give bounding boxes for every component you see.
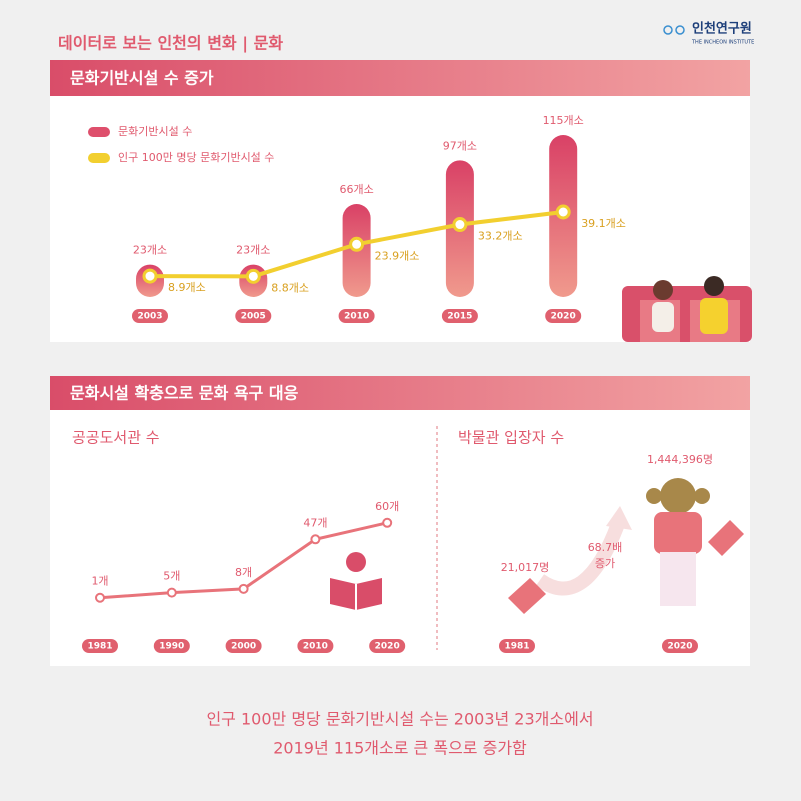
data-label: 23개소 [133,244,167,257]
data-label: 23개소 [236,244,270,257]
x-tick-label: 2020 [375,642,400,652]
line-point [142,268,158,284]
x-tick-label: 2000 [231,642,256,652]
footer-line: 2019년 115개소로 큰 폭으로 증가함 [273,739,527,758]
x-tick-label: 2015 [447,312,472,322]
data-label: 8개 [235,566,252,579]
pigtail [646,488,662,504]
x-tick-label: 1981 [87,642,112,652]
x-tick-label: 2005 [241,312,266,322]
data-label: 1개 [91,575,108,588]
x-tick-pill [82,639,118,653]
data-label: 1,444,396명 [647,453,713,466]
ticket-shape [508,578,546,614]
x-tick-pill [338,309,375,323]
data-label: 60개 [375,500,399,513]
pants [660,552,696,606]
x-tick-label: 2010 [303,642,328,652]
x-tick-pill [499,639,535,653]
legend-swatch [88,127,110,137]
page-title: 데이터로 보는 인천의 변화 | 문화 [58,34,283,54]
panel-header [50,376,750,410]
data-label: 8.8개소 [271,281,309,294]
line-point [310,534,321,545]
ticket-icon [508,578,546,614]
data-label: 39.1개소 [581,217,626,230]
line-point [95,592,105,603]
line-point [245,268,261,284]
legend-label: 인구 100만 명당 문화기반시설 수 [118,151,274,164]
x-tick-label: 1990 [159,642,184,652]
x-tick-label: 1981 [504,642,529,652]
panel-header [50,60,750,96]
data-label: 47개 [303,516,327,529]
x-tick-pill [225,639,262,653]
data-label: 5개 [163,570,180,583]
line-point [382,517,393,528]
x-tick-label: 2020 [667,642,692,652]
legend-label: 문화기반시설 수 [118,125,192,138]
data-label: 8.9개소 [168,281,206,294]
chart-title: 문화기반시설 수 증가 [70,69,214,88]
data-label: 115개소 [543,114,584,127]
x-tick-pill [369,639,406,653]
panel [50,376,750,666]
person-icon [646,478,744,606]
pigtail [694,488,710,504]
x-tick-pill [235,309,272,323]
hair [660,478,696,514]
logo-text: 인천연구원 [692,21,752,37]
x-tick-pill [297,639,334,653]
ticket-shape [708,520,744,556]
x-tick-pill [132,309,168,323]
line-point [238,583,249,594]
section-title: 문화시설 확충으로 문화 욕구 대응 [70,384,299,403]
chart-title: 공공도서관 수 [72,429,160,447]
annotation: 증가 [595,557,615,570]
footer-line: 인구 100만 명당 문화기반시설 수는 2003년 23개소에서 [206,710,593,729]
data-label: 66개소 [339,183,373,196]
data-label: 23.9개소 [375,249,420,262]
logo-sub: THE INCHEON INSTITUTE [691,40,754,46]
theater-illustration [622,276,752,342]
shirt [654,512,702,554]
line-point [349,236,365,252]
x-tick-pill [662,639,698,653]
data-label: 97개소 [443,139,477,152]
growth-arrow [535,521,625,596]
x-tick-label: 2003 [137,312,162,322]
x-tick-pill [441,309,478,323]
data-label: 21,017명 [501,561,550,574]
reader-icon [330,552,382,610]
annotation: 68.7배 [588,541,623,554]
growth-arrow-head [606,506,632,530]
logo: 인천연구원 THE INCHEON INSTITUTE [663,21,754,46]
x-tick-label: 2020 [551,312,576,322]
chart-title: 박물관 입장자 수 [458,429,564,447]
x-tick-pill [545,309,582,323]
x-tick-pill [153,639,190,653]
line-point [555,204,571,220]
legend-swatch [88,153,110,163]
line-point [452,217,468,233]
x-tick-label: 2010 [344,312,369,322]
data-label: 33.2개소 [478,230,523,243]
line-point [166,587,177,598]
